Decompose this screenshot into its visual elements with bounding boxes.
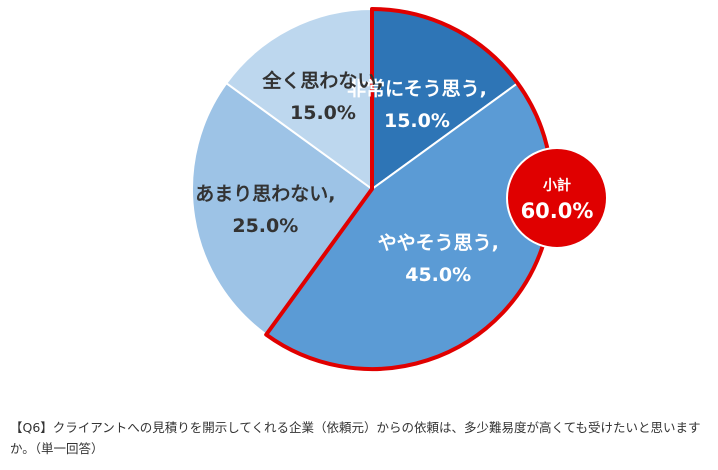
slice-value-label: 45.0%: [405, 264, 471, 286]
slice-category-label: あまり思わない,: [195, 183, 335, 205]
slice-value-label: 15.0%: [290, 102, 356, 124]
question-caption: 【Q6】クライアントへの見積りを開示してくれる企業（依頼元）からの依頼は、多少難…: [10, 417, 710, 459]
slice-category-label: 全く思わない,: [261, 69, 383, 92]
slice-category-label: 非常にそう思う,: [347, 77, 487, 100]
pie-slice-4: [224, 7, 373, 191]
question-caption-line-2: か。（単一回答）: [10, 441, 104, 456]
pie-chart: 非常にそう思う,15.0%ややそう思う,45.0%あまり思わない,25.0%全く…: [191, 7, 608, 371]
subtotal-badge-value: 60.0%: [521, 199, 594, 223]
subtotal-badge: 小計 60.0%: [506, 147, 608, 249]
subtotal-badge-circle: [506, 147, 608, 249]
slice-value-label: 25.0%: [232, 215, 298, 237]
subtotal-badge-title: 小計: [543, 177, 571, 194]
pie-slice-3: [191, 81, 374, 337]
slice-value-label: 15.0%: [384, 110, 450, 132]
pie-slices: [191, 7, 553, 370]
question-caption-line-1: 【Q6】クライアントへの見積りを開示してくれる企業（依頼元）からの依頼は、多少難…: [10, 420, 701, 435]
slice-category-label: ややそう思う,: [378, 232, 499, 254]
slice-labels: 非常にそう思う,15.0%ややそう思う,45.0%あまり思わない,25.0%全く…: [195, 69, 499, 286]
